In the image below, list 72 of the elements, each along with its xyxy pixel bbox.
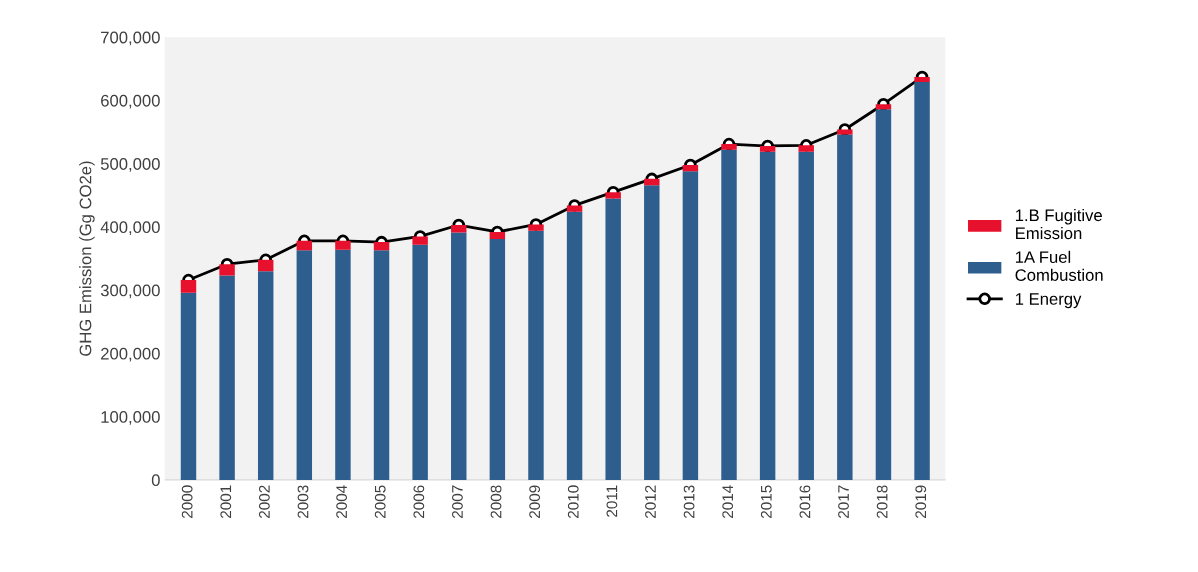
bar: [644, 185, 660, 480]
bar: [721, 149, 737, 480]
x-tick-label: 2003: [297, 485, 309, 518]
x-tick-label: 2016: [799, 485, 811, 518]
bar: [528, 224, 544, 231]
bar: [798, 145, 814, 152]
y-tick-label: 700,000: [101, 31, 160, 46]
bar: [257, 271, 274, 480]
bar: [566, 211, 583, 480]
x-tick-label: 2013: [683, 485, 695, 518]
bar: [875, 104, 892, 110]
bar: [180, 292, 197, 480]
bar: [837, 129, 853, 135]
bar: [257, 259, 274, 272]
y-tick-label: 200,000: [101, 347, 160, 362]
x-tick-label: 2000: [181, 485, 193, 518]
bar: [335, 240, 351, 250]
x-tick-label: 2011: [606, 485, 618, 517]
x-tick-label: 2017: [838, 485, 849, 518]
y-axis-title: GHG Emission (Gg CO2e): [79, 161, 95, 356]
bar: [528, 230, 544, 480]
x-tick-label: 2008: [490, 485, 502, 518]
bar: [489, 238, 506, 480]
bar: [296, 250, 313, 480]
y-tick-label: 400,000: [100, 221, 160, 236]
bar: [373, 242, 390, 251]
x-tick-label: 2019: [915, 485, 927, 518]
x-tick-label: 2007: [452, 485, 463, 518]
legend-label: 1A Fuel Combustion: [1015, 250, 1103, 281]
x-tick-label: 2006: [413, 485, 425, 518]
bar: [489, 231, 506, 239]
legend-label: 1.B Fugitive Emission: [1015, 208, 1102, 240]
bar: [644, 178, 660, 186]
x-tick-label: 2015: [760, 485, 772, 518]
x-tick-label: 2009: [529, 485, 541, 518]
bar: [566, 205, 583, 212]
bar: [875, 109, 892, 480]
bar: [682, 171, 699, 480]
bar: [296, 240, 313, 251]
y-tick-label: 100,000: [101, 411, 160, 425]
x-tick-label: 2010: [567, 485, 579, 518]
bar: [798, 151, 814, 480]
bar: [605, 192, 621, 199]
bar: [412, 236, 428, 245]
bar: [373, 250, 390, 480]
bar: [605, 198, 621, 480]
bar: [451, 232, 467, 480]
bar: [721, 144, 737, 150]
x-tick-label: 2001: [220, 485, 232, 518]
bar: [914, 82, 930, 480]
bar: [412, 244, 428, 480]
bar: [759, 151, 776, 480]
bar: [335, 249, 351, 480]
legend-label: 1 Energy: [1015, 293, 1082, 309]
bar: [837, 134, 853, 480]
x-tick-label: 2004: [336, 485, 348, 518]
x-tick-label: 2005: [374, 485, 386, 518]
bar: [451, 225, 467, 233]
x-tick-label: 2014: [722, 485, 734, 518]
y-tick-label: 600,000: [101, 94, 160, 109]
y-tick-label: 500,000: [100, 158, 160, 172]
x-tick-label: 2018: [876, 485, 888, 518]
bar: [180, 280, 197, 293]
bar: [682, 164, 699, 172]
y-tick-label: 0: [151, 474, 160, 487]
bar: [914, 77, 930, 83]
bar: [219, 264, 235, 276]
bar: [219, 275, 235, 480]
y-tick-label: 300,000: [100, 284, 160, 299]
x-tick-label: 2012: [645, 485, 656, 518]
x-tick-label: 2002: [258, 485, 270, 518]
bar: [759, 145, 776, 152]
